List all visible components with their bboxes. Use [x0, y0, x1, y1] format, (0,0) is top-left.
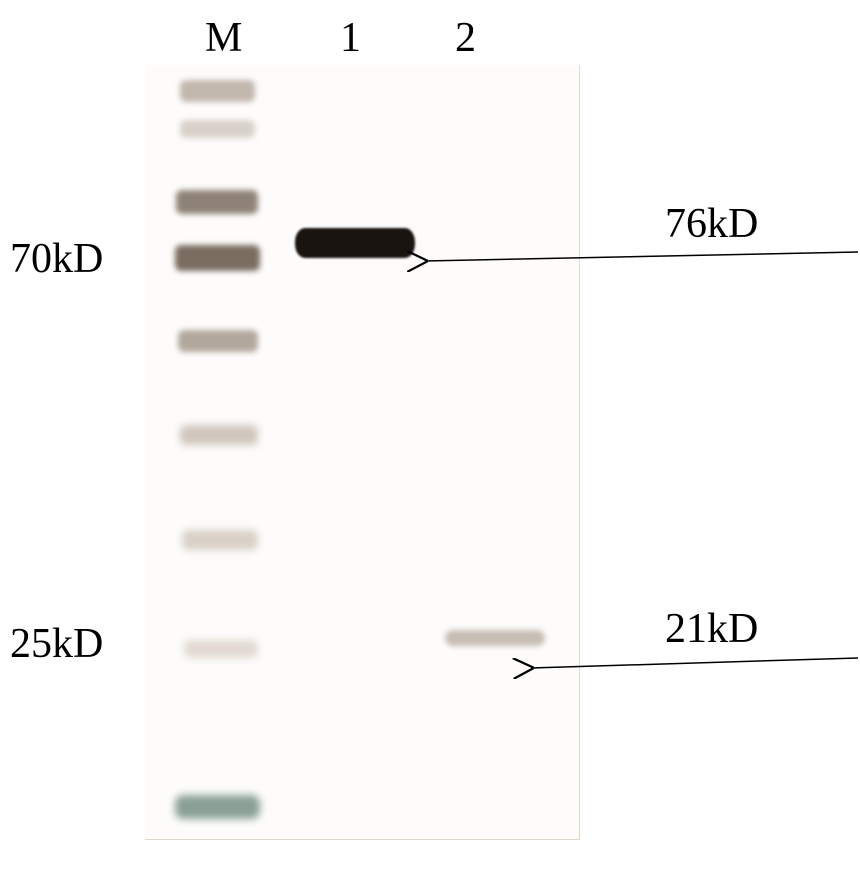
marker-band — [178, 330, 258, 352]
marker-band — [184, 640, 258, 658]
mw-label-70kd: 70kD — [10, 235, 103, 283]
lane1-band — [295, 228, 415, 258]
marker-band — [176, 190, 258, 214]
lane-label-marker: M — [205, 14, 242, 62]
mw-label-21kd: 21kD — [665, 605, 758, 653]
marker-band — [175, 245, 260, 271]
mw-label-76kd: 76kD — [665, 200, 758, 248]
gel-image — [145, 65, 580, 840]
lane-label-2: 2 — [455, 14, 476, 62]
lane-label-1: 1 — [340, 14, 361, 62]
lane2-band — [445, 630, 545, 646]
marker-band — [182, 530, 258, 550]
mw-label-25kd: 25kD — [10, 620, 103, 668]
marker-band — [180, 80, 255, 102]
marker-band — [180, 425, 258, 445]
marker-band — [175, 795, 260, 819]
marker-band — [180, 120, 255, 138]
gel-figure: M 1 2 70kD 25kD 76kD 21kD — [0, 0, 860, 876]
